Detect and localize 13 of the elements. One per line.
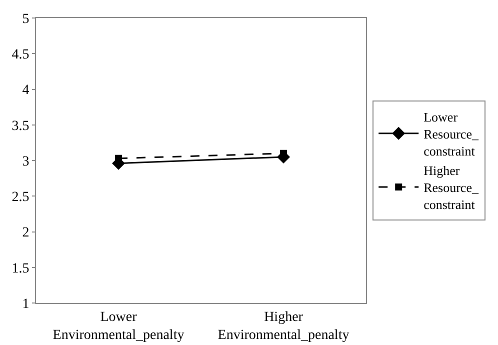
x-tick-label: Lower Environmental_penalty [52,310,184,343]
y-tick-label: 5 [22,12,30,27]
y-tick-label: 3.5 [12,118,30,134]
y-tick-label: 4 [22,83,30,98]
y-tick-label: 1 [22,296,30,312]
y-tick-label: 1.5 [12,261,30,276]
y-tick-label: 2.5 [12,190,30,206]
y-tick-label: 3 [22,154,30,170]
y-tick-label: 2 [22,226,30,241]
legend-label: Lower Resource_constraint [424,110,479,158]
legend-label: Higher Resource_constraint [424,163,479,212]
x-tick-label: Higher Environmental_penalty [218,310,350,343]
y-tick-label: 4.5 [12,48,30,63]
